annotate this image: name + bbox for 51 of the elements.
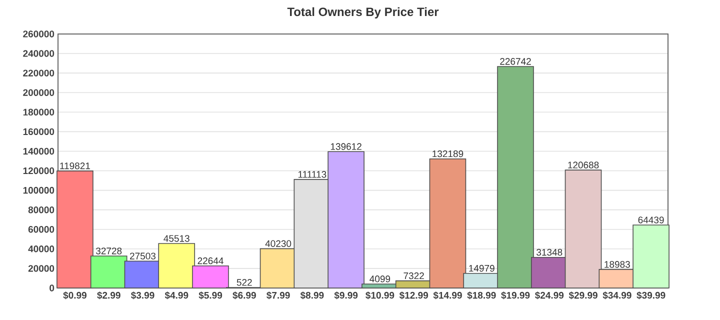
x-tick-label: $2.99 [97,292,120,300]
data-label: 111113 [298,171,326,178]
x-tick-label: $18.99 [467,292,496,300]
data-label: 119821 [60,162,90,170]
x-tick-label: $7.99 [266,292,290,300]
x-tick-label: $8.99 [300,292,324,300]
data-label: 31348 [536,248,562,256]
data-label: 22644 [198,257,224,264]
x-tick-label: $19.99 [501,292,530,300]
data-label: 139612 [330,143,362,150]
y-tick-label: 200000 [23,89,54,96]
data-label: 27503 [130,252,156,260]
x-tick-label: $0.99 [63,292,86,300]
data-label: 64439 [638,216,664,224]
y-tick-label: 240000 [23,50,54,57]
data-label: 40230 [265,240,292,247]
x-tick-label: $9.99 [334,292,358,300]
y-tick-label: 140000 [23,148,54,155]
x-tick-label: $12.99 [399,292,428,300]
y-tick-label: 40000 [28,246,54,252]
x-tick-label: $14.99 [433,292,462,300]
x-tick-label: $6.99 [232,292,256,300]
x-tick-label: $24.99 [534,292,564,300]
data-label: 32728 [96,248,122,254]
data-label: 120688 [568,162,599,168]
data-label: 226742 [500,58,531,65]
y-tick-label: 180000 [23,108,54,116]
data-label: 132189 [432,150,464,158]
y-tick-label: 20000 [28,265,54,272]
data-label: 7322 [404,272,424,280]
x-tick-label: $5.99 [198,292,222,300]
y-tick-label: 60000 [28,226,54,233]
y-tick-label: 120000 [23,167,54,174]
y-tick-label: 160000 [23,128,54,136]
y-tick-label: 100000 [23,186,54,194]
x-tick-label: $10.99 [366,292,394,300]
x-tick-label: $34.99 [602,292,632,300]
x-tick-label: $29.99 [568,292,598,300]
chart-title: Total Owners By Price Tier [287,7,439,18]
y-tick-label: 260000 [23,30,54,38]
x-tick-label: $3.99 [130,292,154,300]
data-label: 18983 [604,261,630,268]
x-tick-label: $39.99 [636,292,666,300]
data-label: 45513 [164,235,190,242]
y-tick-label: 0 [50,284,54,292]
data-label: 522 [236,279,252,286]
data-label: 4099 [370,276,390,282]
x-tick-label: $4.99 [164,292,188,300]
data-label: 14979 [469,264,494,272]
y-tick-label: 220000 [23,70,54,76]
y-tick-label: 80000 [28,206,54,214]
